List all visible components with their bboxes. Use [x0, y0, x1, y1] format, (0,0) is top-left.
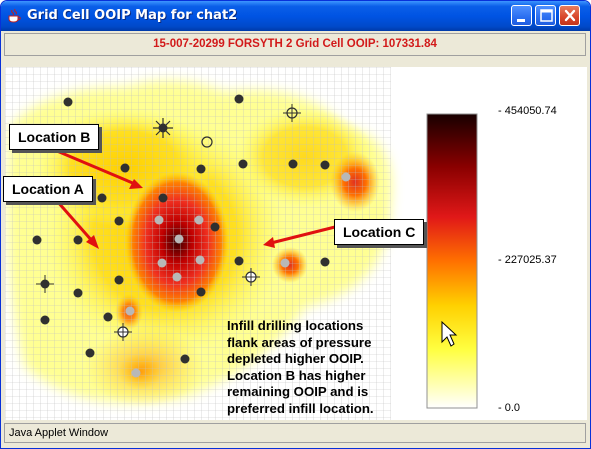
well-info-header: 15-007-20299 FORSYTH 2 Grid Cell OOIP: 1… — [4, 33, 586, 56]
well-marker[interactable] — [32, 235, 42, 245]
window-title: Grid Cell OOIP Map for chat2 — [27, 8, 238, 23]
callout-location-a: Location A — [3, 176, 93, 202]
status-text: Java Applet Window — [9, 427, 109, 439]
legend-mid-label: - 227025.37 — [498, 254, 557, 266]
note-line: depleted higher OOIP. — [227, 351, 364, 366]
header-text: 15-007-20299 FORSYTH 2 Grid Cell OOIP: 1… — [153, 38, 437, 50]
well-marker[interactable] — [97, 193, 107, 203]
well-marker[interactable] — [114, 275, 124, 285]
depleted-well-marker[interactable] — [195, 255, 205, 265]
well-marker[interactable] — [196, 287, 206, 297]
location-well-symbol[interactable] — [201, 136, 213, 148]
map-canvas[interactable]: - 454050.74 - 227025.37 - 0.0 Location B… — [3, 67, 587, 420]
depleted-well-marker[interactable] — [131, 368, 141, 378]
note-line: preferred infill location. — [227, 400, 374, 416]
callout-arrows — [55, 149, 336, 249]
depleted-well-marker[interactable] — [157, 258, 167, 268]
well-marker[interactable] — [238, 159, 248, 169]
callout-location-c: Location C — [334, 219, 425, 245]
callout-location-b: Location B — [9, 124, 100, 150]
well-marker[interactable] — [196, 164, 206, 174]
gas-well-symbol[interactable] — [153, 118, 173, 138]
well-marker[interactable] — [120, 163, 130, 173]
note-line: Location B has higher — [227, 367, 366, 383]
well-marker[interactable] — [320, 257, 330, 267]
well-marker[interactable] — [85, 348, 95, 358]
note-line: Infill drilling locations — [227, 318, 364, 333]
annotation-note: Infill drilling locations flank areas of… — [227, 318, 417, 417]
well-marker[interactable] — [103, 312, 113, 322]
depleted-well-marker[interactable] — [154, 215, 164, 225]
depleted-well-marker[interactable] — [125, 306, 135, 316]
minimize-icon — [517, 19, 525, 22]
depleted-well-marker[interactable] — [174, 234, 184, 244]
plugged-well-symbol[interactable] — [114, 323, 132, 341]
close-icon — [564, 9, 576, 22]
title-bar[interactable]: Grid Cell OOIP Map for chat2 — [1, 1, 590, 31]
maximize-button[interactable] — [535, 5, 556, 26]
plugged-well-symbol[interactable] — [36, 275, 54, 293]
depleted-well-marker[interactable] — [280, 258, 290, 268]
well-marker[interactable] — [320, 160, 330, 170]
color-scale-bar — [426, 113, 478, 409]
well-marker[interactable] — [210, 222, 220, 232]
well-marker[interactable] — [234, 256, 244, 266]
well-marker[interactable] — [234, 94, 244, 104]
ooip-map[interactable] — [5, 67, 587, 420]
well-marker[interactable] — [63, 97, 73, 107]
java-cup-icon — [8, 8, 21, 23]
status-bar: Java Applet Window — [4, 423, 586, 443]
note-line: remaining OOIP and is — [227, 384, 369, 399]
well-marker[interactable] — [114, 216, 124, 226]
well-marker[interactable] — [73, 235, 83, 245]
maximize-icon — [540, 9, 553, 22]
well-marker[interactable] — [73, 288, 83, 298]
depleted-well-marker[interactable] — [172, 272, 182, 282]
well-marker[interactable] — [180, 354, 190, 364]
cursor-arrow-icon — [441, 320, 458, 347]
legend-min-label: - 0.0 — [498, 402, 521, 414]
note-line: flank areas of pressure — [227, 334, 372, 350]
well-marker[interactable] — [40, 315, 50, 325]
close-button[interactable] — [559, 5, 580, 26]
well-marker[interactable] — [158, 193, 168, 203]
plugged-well-symbol[interactable] — [242, 268, 260, 286]
dry-hole-symbol[interactable] — [283, 104, 301, 122]
legend-max-label: - 454050.74 — [498, 105, 557, 117]
minimize-button[interactable] — [511, 5, 532, 26]
well-marker[interactable] — [288, 159, 298, 169]
depleted-well-marker[interactable] — [194, 215, 204, 225]
wells — [32, 94, 351, 378]
depleted-well-marker[interactable] — [341, 172, 351, 182]
